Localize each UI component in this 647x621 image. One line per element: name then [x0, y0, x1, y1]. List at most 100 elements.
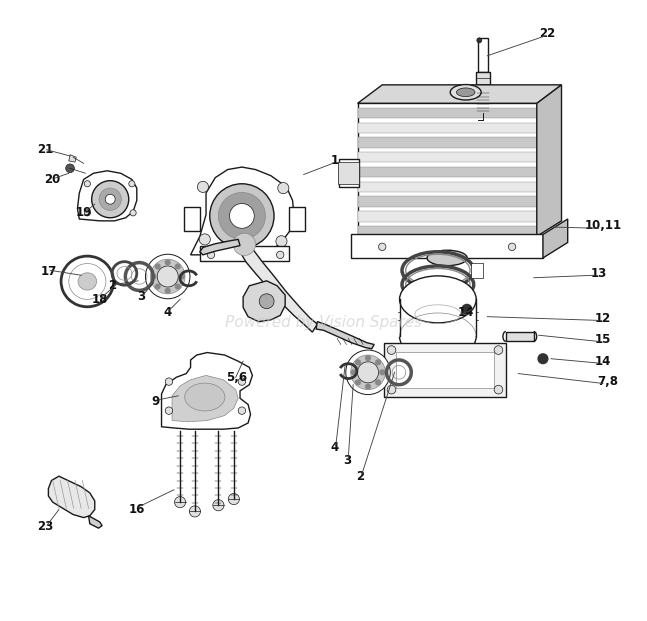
Circle shape — [233, 233, 256, 255]
Circle shape — [276, 251, 284, 258]
FancyBboxPatch shape — [289, 207, 305, 232]
Polygon shape — [316, 322, 374, 349]
Circle shape — [129, 181, 135, 187]
Circle shape — [92, 181, 129, 218]
Circle shape — [164, 288, 171, 294]
Polygon shape — [238, 237, 317, 332]
Circle shape — [213, 500, 224, 511]
FancyBboxPatch shape — [358, 226, 537, 237]
Polygon shape — [89, 516, 102, 528]
Ellipse shape — [358, 362, 378, 383]
Polygon shape — [537, 107, 562, 133]
Text: 4: 4 — [164, 306, 172, 319]
Ellipse shape — [345, 350, 390, 394]
Polygon shape — [537, 152, 562, 177]
Text: 20: 20 — [45, 173, 61, 186]
Text: 13: 13 — [591, 267, 607, 280]
Circle shape — [155, 283, 160, 289]
Circle shape — [387, 385, 396, 394]
Polygon shape — [162, 353, 252, 429]
Circle shape — [175, 497, 186, 508]
Polygon shape — [200, 240, 240, 255]
FancyBboxPatch shape — [358, 108, 537, 118]
Circle shape — [199, 234, 210, 245]
Circle shape — [165, 378, 173, 385]
Text: 16: 16 — [129, 503, 145, 516]
Text: 21: 21 — [37, 143, 54, 156]
Circle shape — [197, 181, 208, 193]
Circle shape — [276, 236, 287, 247]
Polygon shape — [358, 85, 562, 103]
Text: 15: 15 — [595, 333, 611, 346]
Polygon shape — [537, 85, 562, 237]
Circle shape — [210, 184, 274, 248]
Circle shape — [207, 251, 215, 258]
Circle shape — [179, 273, 185, 279]
FancyBboxPatch shape — [358, 167, 537, 177]
Circle shape — [105, 194, 115, 204]
Text: 19: 19 — [76, 206, 92, 219]
FancyBboxPatch shape — [358, 122, 537, 133]
Circle shape — [477, 38, 482, 43]
Polygon shape — [78, 171, 137, 221]
Circle shape — [387, 346, 396, 355]
Polygon shape — [537, 196, 562, 222]
Polygon shape — [537, 181, 562, 207]
Circle shape — [190, 506, 201, 517]
Polygon shape — [537, 122, 562, 148]
Circle shape — [365, 383, 371, 389]
FancyBboxPatch shape — [384, 343, 506, 397]
Circle shape — [84, 181, 91, 187]
Polygon shape — [172, 376, 238, 422]
Text: 3: 3 — [137, 290, 145, 303]
Circle shape — [238, 378, 246, 385]
Polygon shape — [49, 476, 94, 518]
FancyBboxPatch shape — [358, 211, 537, 222]
Circle shape — [238, 407, 246, 414]
Text: 17: 17 — [40, 265, 56, 278]
FancyBboxPatch shape — [470, 263, 483, 278]
Circle shape — [351, 369, 357, 376]
Ellipse shape — [427, 250, 467, 266]
FancyBboxPatch shape — [358, 182, 537, 192]
FancyBboxPatch shape — [358, 137, 537, 148]
FancyBboxPatch shape — [358, 196, 537, 207]
Text: 18: 18 — [91, 293, 108, 306]
Circle shape — [99, 188, 122, 211]
Circle shape — [538, 353, 549, 365]
Text: 10,11: 10,11 — [584, 219, 622, 232]
Text: 2: 2 — [108, 279, 116, 292]
Ellipse shape — [150, 259, 185, 294]
Circle shape — [378, 243, 386, 250]
FancyBboxPatch shape — [397, 352, 494, 388]
Text: 14: 14 — [457, 306, 474, 319]
Circle shape — [494, 385, 503, 394]
Polygon shape — [537, 93, 562, 118]
Polygon shape — [543, 219, 567, 258]
Text: 2: 2 — [356, 469, 365, 483]
FancyBboxPatch shape — [358, 152, 537, 163]
Circle shape — [375, 359, 381, 365]
Ellipse shape — [351, 355, 386, 389]
Text: 9: 9 — [151, 396, 159, 409]
Circle shape — [355, 379, 361, 386]
Circle shape — [375, 379, 381, 386]
FancyBboxPatch shape — [351, 235, 543, 258]
Circle shape — [175, 263, 181, 270]
Ellipse shape — [157, 266, 178, 287]
Text: 7,8: 7,8 — [597, 375, 619, 388]
Text: 1: 1 — [331, 155, 338, 168]
Circle shape — [228, 494, 239, 505]
Circle shape — [165, 407, 173, 414]
Circle shape — [164, 259, 171, 265]
FancyBboxPatch shape — [358, 103, 537, 237]
Circle shape — [230, 204, 254, 229]
Text: 4: 4 — [331, 442, 339, 454]
Circle shape — [150, 273, 157, 279]
Circle shape — [130, 210, 136, 216]
Circle shape — [219, 193, 265, 240]
FancyBboxPatch shape — [478, 39, 488, 73]
Circle shape — [494, 346, 503, 355]
Text: 3: 3 — [343, 453, 351, 466]
Circle shape — [66, 164, 74, 173]
